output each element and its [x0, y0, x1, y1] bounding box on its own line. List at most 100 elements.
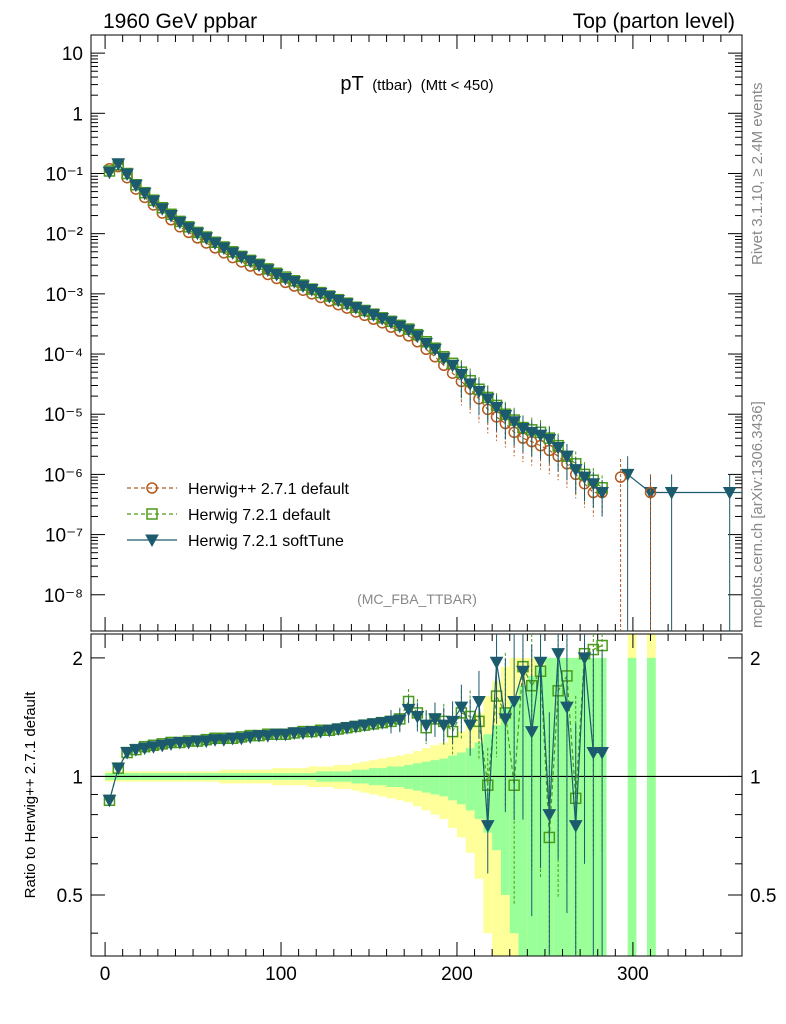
ratio-point — [463, 719, 478, 733]
ratio-point — [454, 701, 469, 715]
data-point — [296, 280, 310, 294]
ratio-axis-ticks: 0.5 0.5 1 1 2 2 0 100 200 300 — [57, 634, 776, 985]
band-green — [456, 752, 466, 805]
ratio-point — [366, 718, 381, 731]
data-point — [436, 352, 451, 366]
ratio-point — [111, 762, 126, 776]
ratio-point — [208, 734, 222, 747]
ratio-point — [428, 713, 442, 726]
band-green — [518, 685, 528, 956]
series-line — [109, 165, 603, 494]
ratio-point — [199, 735, 214, 749]
ratio-point — [252, 730, 266, 743]
data-point — [507, 416, 521, 429]
ratio-point — [445, 715, 460, 729]
data-point — [331, 294, 346, 308]
data-point — [410, 330, 425, 343]
ratio-point — [287, 727, 302, 740]
data-point — [340, 298, 354, 311]
header-left: 1960 GeV ppbar — [103, 10, 257, 33]
data-point — [120, 168, 134, 182]
ratio-point — [401, 703, 416, 717]
series-1 — [103, 158, 608, 512]
y-tick-label: 10⁻³ — [46, 285, 84, 306]
ratio-point — [129, 744, 143, 757]
x-tick-label: 300 — [617, 964, 649, 985]
ratio-point — [524, 726, 539, 739]
data-point — [348, 302, 363, 315]
ratio-plot: 0.5 0.5 1 1 2 2 0 100 200 300 Ratio to Herwig++ 2… — [22, 633, 776, 985]
ratio-tick-label: 1 — [72, 767, 83, 788]
x-tick-label: 100 — [265, 964, 297, 985]
ratio-tick-label-right: 2 — [750, 649, 761, 670]
ratio-point — [516, 665, 530, 679]
data-point — [454, 368, 469, 382]
ratio-point — [551, 648, 565, 661]
data-point — [472, 385, 486, 399]
ratio-point — [260, 730, 275, 743]
ratio-point — [181, 736, 196, 750]
y-tick-label: 10⁻⁸ — [44, 586, 83, 607]
legend-label: Herwig++ 2.7.1 default — [188, 481, 350, 498]
ratio-point — [542, 809, 557, 822]
data-point — [304, 284, 319, 297]
ratio-point — [340, 722, 354, 735]
band-green — [465, 748, 475, 811]
data-point — [164, 210, 178, 223]
watermark: (MC_FBA_TTBAR) — [357, 591, 477, 607]
y-tick-label: 10⁻⁴ — [44, 345, 83, 366]
data-point — [489, 401, 504, 415]
series-line — [109, 162, 603, 493]
data-point — [463, 378, 478, 391]
ratio-tick-label: 2 — [72, 649, 83, 670]
ratio-point — [489, 656, 504, 670]
data-point — [516, 422, 530, 436]
ratio-point — [225, 732, 240, 746]
ratio-point — [164, 738, 178, 751]
x-tick-label: 200 — [441, 964, 473, 985]
band-green — [646, 657, 656, 956]
data-point — [366, 309, 381, 322]
data-point — [614, 471, 627, 483]
band-green — [627, 657, 637, 956]
data-point — [568, 464, 583, 477]
legend-label: Herwig 7.2.1 softTune — [188, 533, 344, 550]
data-point — [155, 203, 170, 216]
series-0-tail — [614, 459, 657, 631]
main-axis-ticks: 10 1 10⁻¹ 10⁻² 10⁻³ 10⁻⁴ 10⁻⁵ 10⁻⁶ 10⁻⁷ 10⁻⁸ — [44, 34, 742, 631]
ratio-point — [216, 734, 231, 747]
band-green — [474, 742, 484, 819]
ratio-point — [348, 720, 363, 734]
band-green — [430, 760, 440, 795]
data-point — [644, 486, 657, 499]
ratio-point — [375, 717, 390, 730]
series-line — [627, 473, 742, 494]
data-point — [137, 187, 152, 201]
data-point — [586, 478, 601, 491]
data-point — [551, 441, 565, 455]
y-tick-label: 10⁻⁶ — [44, 465, 83, 486]
data-point — [375, 312, 390, 326]
data-point — [445, 359, 460, 373]
ratio-point — [243, 731, 258, 744]
ratio-point — [384, 715, 398, 729]
band-green — [421, 761, 431, 793]
data-point — [129, 179, 143, 193]
ratio-point — [322, 724, 337, 738]
ratio-point — [278, 728, 293, 742]
data-point — [146, 195, 161, 208]
main-series — [102, 158, 742, 631]
y-tick-label: 10⁻⁷ — [45, 526, 83, 547]
ratio-point — [269, 728, 284, 742]
ratio-point — [436, 719, 451, 733]
ratio-point — [480, 820, 495, 833]
main-plot: pT (ttbar) (Mtt < 450) (MC_FBA_TTBAR) 10… — [44, 34, 743, 632]
data-point — [111, 158, 126, 171]
legend-label: Herwig 7.2.1 default — [188, 507, 331, 524]
data-point — [322, 291, 337, 304]
x-tick-label: 0 — [100, 964, 111, 985]
ratio-point — [498, 713, 513, 726]
legend-marker — [146, 482, 158, 494]
data-point — [498, 410, 513, 423]
